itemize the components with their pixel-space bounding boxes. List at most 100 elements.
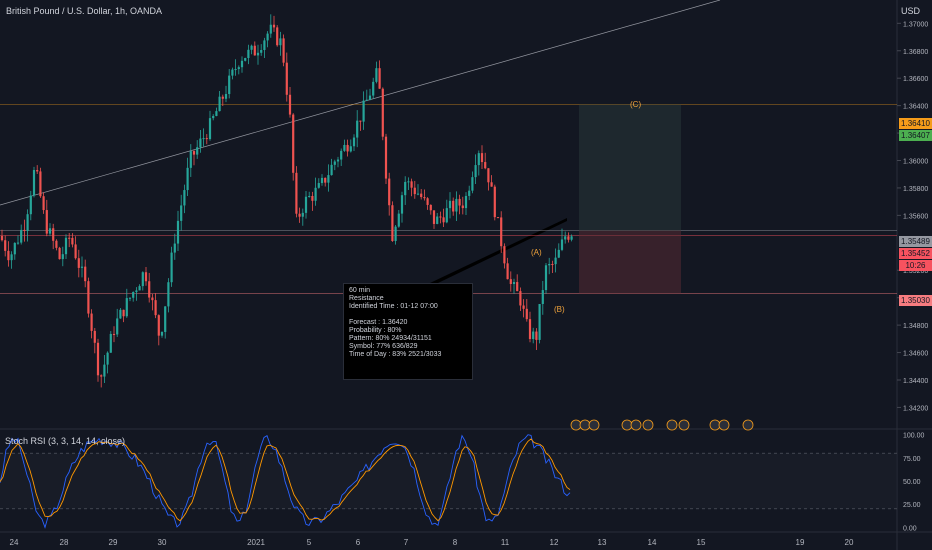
candle-body — [461, 205, 464, 209]
candle-body — [410, 181, 413, 188]
candle-body — [554, 257, 557, 265]
candle-body — [170, 252, 173, 283]
candle-body — [388, 178, 391, 206]
trend-lines — [0, 0, 721, 283]
tooltip-pointer — [430, 218, 567, 283]
candle-body — [346, 144, 349, 152]
time-tick-label: 6 — [356, 538, 361, 547]
tooltip-line: Resistance — [349, 295, 384, 302]
candle-body — [7, 250, 10, 261]
candle-body — [279, 38, 282, 46]
candle-body — [160, 331, 164, 336]
candle-body — [295, 172, 298, 214]
economic-event-icon — [666, 419, 678, 431]
time-tick-label: 19 — [796, 538, 805, 547]
candle-body — [535, 331, 538, 340]
candle-body — [135, 290, 138, 293]
candle-body — [538, 303, 541, 340]
candle-body — [570, 236, 573, 240]
candle-body — [61, 254, 64, 260]
candle-body — [487, 168, 490, 183]
candle-body — [218, 96, 221, 112]
candle-body — [196, 147, 199, 155]
candle-body — [58, 247, 61, 260]
candle-body — [416, 193, 420, 195]
time-tick-label: 5 — [307, 538, 312, 547]
candle-body — [64, 237, 68, 255]
candle-body — [372, 81, 375, 96]
candle-body — [474, 165, 477, 178]
candle-body — [477, 153, 480, 166]
candle-body — [221, 96, 224, 99]
currency-label[interactable]: USD — [900, 6, 920, 16]
candle-body — [176, 220, 180, 244]
candle-body — [349, 146, 352, 152]
economic-event-icon — [718, 419, 730, 431]
candle-body — [493, 186, 496, 218]
candle-body — [356, 120, 359, 138]
candle-body — [528, 319, 532, 340]
candle-body — [522, 305, 525, 309]
price-tick-label: 1.34600 — [903, 351, 928, 358]
candle-body — [439, 216, 442, 218]
candle-body — [237, 67, 240, 70]
stoch-band — [0, 453, 897, 509]
candle-body — [308, 195, 311, 197]
economic-event-icon — [742, 419, 754, 431]
candle-body — [234, 69, 237, 71]
stoch-d-line — [0, 438, 571, 522]
price-tick-label: 1.34200 — [903, 405, 928, 412]
candle-body — [189, 151, 192, 168]
candle-body — [122, 309, 125, 317]
candle-body — [500, 217, 503, 247]
candle-body — [400, 195, 404, 214]
candle-body — [52, 228, 55, 241]
candle-body — [224, 94, 228, 99]
candle-body — [541, 290, 544, 304]
candle-body — [496, 217, 500, 219]
stoch-tick-label: 75.00 — [903, 456, 921, 463]
candle-body — [20, 229, 23, 243]
candle-body — [404, 181, 407, 196]
price-tag: 1.36410 — [899, 118, 932, 129]
candle-body — [336, 159, 340, 162]
candle-body — [560, 239, 564, 250]
candle-body — [452, 200, 455, 212]
price-tick-label: 1.34800 — [903, 323, 928, 330]
candle-body — [272, 24, 276, 28]
candle-body — [445, 208, 448, 223]
candle-body — [426, 198, 429, 205]
candle-body — [71, 237, 74, 245]
candle-body — [407, 181, 410, 183]
candle-body — [154, 300, 157, 316]
tooltip-line — [349, 311, 467, 319]
candle-body — [106, 352, 109, 365]
candle-body — [282, 38, 285, 63]
price-tag: 1.35489 — [899, 236, 932, 247]
stoch-rsi-label[interactable]: Stoch RSI (3, 3, 14, 14, close) — [5, 436, 126, 446]
candle-body — [343, 144, 346, 151]
candle-body — [525, 308, 528, 320]
candle-body — [448, 200, 452, 209]
price-tick-label: 1.36400 — [903, 104, 928, 111]
candle-body — [112, 333, 116, 335]
target-zone — [579, 104, 681, 231]
candle-body — [484, 162, 487, 169]
candle-body — [125, 298, 128, 317]
candle-body — [173, 243, 176, 253]
candle-body — [205, 138, 208, 140]
candle-body — [375, 68, 378, 82]
candle-body — [368, 95, 372, 100]
price-tick-label: 1.35200 — [903, 268, 928, 275]
candle-body — [464, 195, 468, 209]
candle-body — [208, 118, 212, 140]
stoch-k-line — [0, 434, 571, 529]
candle-body — [157, 315, 160, 336]
stoch-tick-label: 25.00 — [903, 502, 921, 509]
candle-body — [231, 69, 234, 76]
candle-body — [458, 198, 461, 206]
candle-body — [212, 115, 215, 119]
stoch-tick-label: 100.00 — [903, 433, 925, 440]
candle-body — [516, 282, 519, 292]
